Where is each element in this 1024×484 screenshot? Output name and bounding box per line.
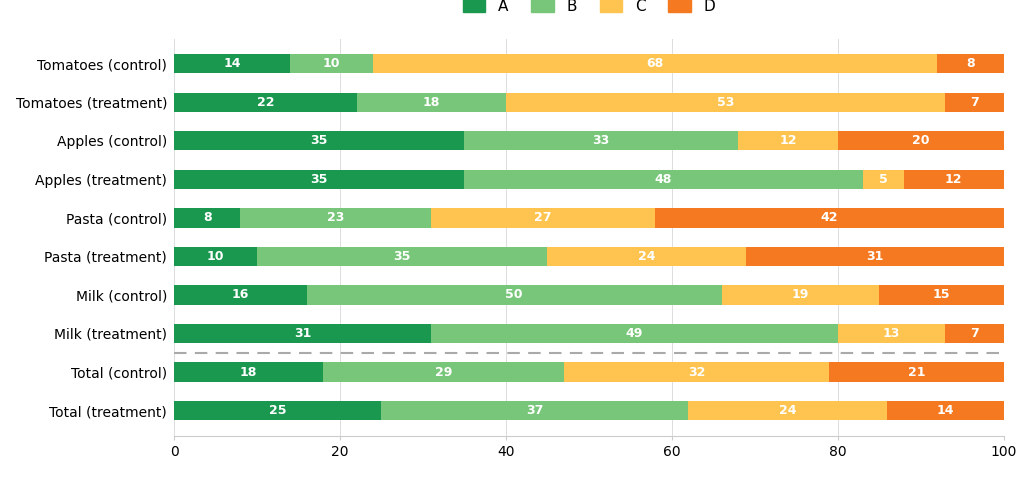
- Bar: [257, 247, 547, 266]
- Bar: [945, 92, 1004, 112]
- Text: 24: 24: [779, 404, 797, 417]
- Text: 31: 31: [294, 327, 311, 340]
- Bar: [174, 170, 465, 189]
- Text: 12: 12: [945, 173, 963, 186]
- Bar: [174, 54, 290, 74]
- Bar: [547, 247, 746, 266]
- Bar: [506, 92, 945, 112]
- Bar: [174, 247, 257, 266]
- Text: 42: 42: [820, 212, 838, 225]
- Bar: [174, 208, 241, 227]
- Bar: [174, 401, 381, 420]
- Text: 5: 5: [879, 173, 888, 186]
- Bar: [688, 401, 888, 420]
- Bar: [356, 92, 506, 112]
- Text: 23: 23: [327, 212, 344, 225]
- Bar: [879, 286, 1004, 304]
- Bar: [904, 170, 1004, 189]
- Text: 14: 14: [223, 57, 241, 70]
- Bar: [174, 363, 324, 382]
- Bar: [838, 324, 945, 343]
- Text: 7: 7: [970, 96, 979, 109]
- Legend: A, B, C, D: A, B, C, D: [463, 0, 715, 14]
- Text: 37: 37: [526, 404, 544, 417]
- Text: 7: 7: [970, 327, 979, 340]
- Text: 14: 14: [937, 404, 954, 417]
- Text: 15: 15: [933, 288, 950, 302]
- Text: 53: 53: [717, 96, 734, 109]
- Bar: [862, 170, 904, 189]
- Bar: [324, 363, 564, 382]
- Bar: [465, 131, 738, 151]
- Text: 13: 13: [883, 327, 900, 340]
- Text: 10: 10: [323, 57, 340, 70]
- Text: 22: 22: [257, 96, 274, 109]
- Text: 48: 48: [654, 173, 672, 186]
- Bar: [564, 363, 829, 382]
- Bar: [174, 324, 431, 343]
- Bar: [829, 363, 1004, 382]
- Bar: [241, 208, 431, 227]
- Text: 35: 35: [393, 250, 411, 263]
- Bar: [655, 208, 1004, 227]
- Text: 50: 50: [506, 288, 523, 302]
- Text: 35: 35: [310, 173, 328, 186]
- Bar: [746, 247, 1004, 266]
- Text: 31: 31: [866, 250, 884, 263]
- Text: 12: 12: [779, 135, 797, 147]
- Text: 8: 8: [966, 57, 975, 70]
- Bar: [945, 324, 1004, 343]
- Bar: [290, 54, 373, 74]
- Bar: [937, 54, 1004, 74]
- Text: 19: 19: [792, 288, 809, 302]
- Text: 21: 21: [907, 365, 925, 378]
- Bar: [174, 92, 356, 112]
- Bar: [174, 286, 307, 304]
- Text: 68: 68: [646, 57, 664, 70]
- Text: 24: 24: [638, 250, 655, 263]
- Bar: [373, 54, 937, 74]
- Bar: [738, 131, 838, 151]
- Text: 35: 35: [310, 135, 328, 147]
- Text: 27: 27: [535, 212, 552, 225]
- Text: 49: 49: [626, 327, 643, 340]
- Text: 20: 20: [911, 135, 930, 147]
- Text: 18: 18: [240, 365, 257, 378]
- Bar: [307, 286, 722, 304]
- Text: 25: 25: [269, 404, 287, 417]
- Text: 33: 33: [593, 135, 610, 147]
- Text: 10: 10: [207, 250, 224, 263]
- Bar: [465, 170, 862, 189]
- Bar: [174, 131, 465, 151]
- Bar: [838, 131, 1004, 151]
- Text: 29: 29: [435, 365, 453, 378]
- Text: 8: 8: [203, 212, 212, 225]
- Text: 32: 32: [688, 365, 706, 378]
- Bar: [888, 401, 1004, 420]
- Text: 18: 18: [423, 96, 440, 109]
- Bar: [431, 208, 655, 227]
- Bar: [431, 324, 838, 343]
- Text: 16: 16: [231, 288, 249, 302]
- Bar: [381, 401, 688, 420]
- Bar: [722, 286, 879, 304]
